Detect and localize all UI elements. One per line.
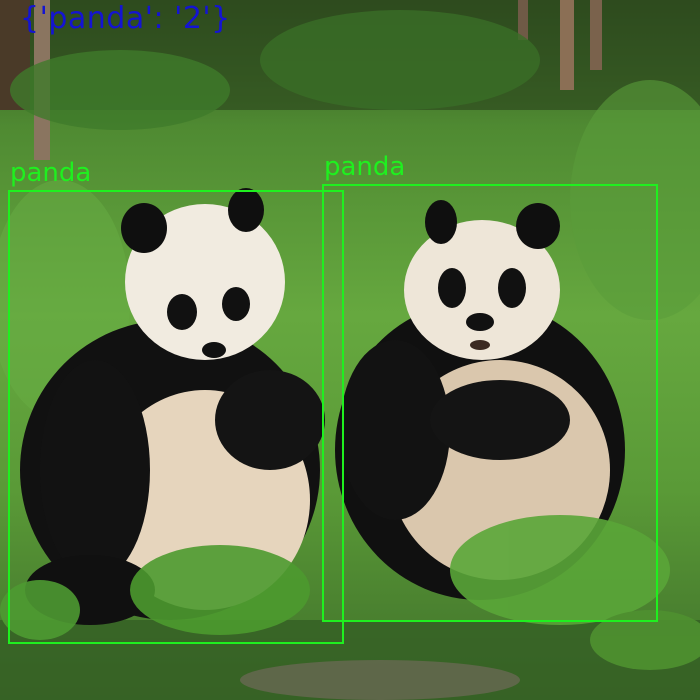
foreground-plants <box>0 515 700 670</box>
tree-trunk <box>518 0 528 40</box>
panda-left <box>20 188 325 625</box>
tree-trunk <box>560 0 574 90</box>
bounding-box-label: panda <box>324 152 406 182</box>
detection-summary: {'panda': '2'} <box>20 1 231 36</box>
panda-right <box>335 200 625 600</box>
bounding-box-panda <box>8 190 344 644</box>
tree-trunk <box>590 0 602 70</box>
bounding-box-label: panda <box>10 158 92 188</box>
bounding-box-panda <box>322 184 658 622</box>
